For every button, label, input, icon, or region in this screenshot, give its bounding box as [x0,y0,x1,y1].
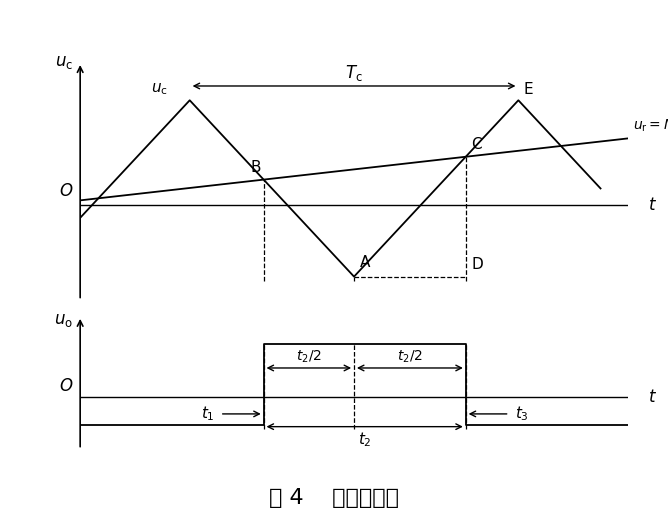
Text: $u_{\rm o}$: $u_{\rm o}$ [54,311,73,329]
Text: E: E [524,82,534,97]
Text: C: C [471,137,482,152]
Text: $O$: $O$ [59,182,73,200]
Text: B: B [250,160,261,175]
Text: $t_2/2$: $t_2/2$ [296,348,321,365]
Text: $t_1$: $t_1$ [200,405,214,423]
Text: $O$: $O$ [59,377,73,395]
Text: D: D [471,257,483,272]
Text: $u_{\rm c}$: $u_{\rm c}$ [55,53,73,71]
Text: $t$: $t$ [648,196,657,214]
Text: $T_{\rm c}$: $T_{\rm c}$ [345,63,363,83]
Text: A: A [359,255,370,270]
Text: $t_3$: $t_3$ [515,405,529,423]
Text: $u_{\rm c}$: $u_{\rm c}$ [151,82,168,97]
Text: 图 4    规则采样法: 图 4 规则采样法 [269,487,399,508]
Text: $t$: $t$ [648,388,657,406]
Text: $u_{\rm r}{=}M\sin\,\omega t$: $u_{\rm r}{=}M\sin\,\omega t$ [633,116,668,134]
Text: $t_2/2$: $t_2/2$ [397,348,423,365]
Text: $t_2$: $t_2$ [358,430,371,449]
